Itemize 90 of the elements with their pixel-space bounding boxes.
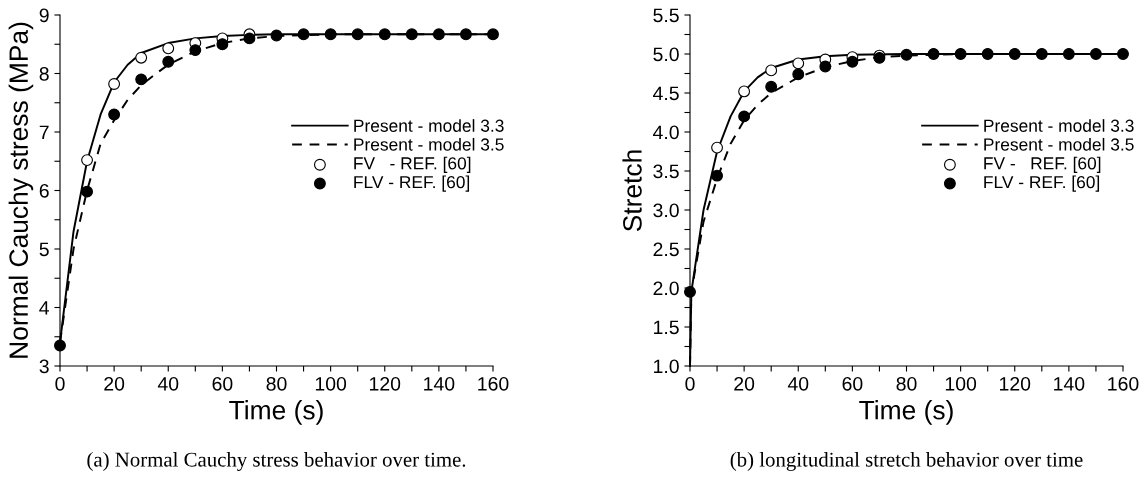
y-tick-label: 4.0	[653, 125, 679, 140]
x-tick-label: 40	[787, 376, 809, 391]
point	[711, 169, 723, 182]
point	[1062, 48, 1075, 60]
point	[954, 48, 967, 60]
text: (b) longitudinal stretch behavior over time	[730, 451, 1083, 471]
y-tick-label: 8	[39, 66, 49, 81]
point	[351, 28, 364, 41]
y-tick-label: 5.0	[653, 47, 679, 62]
point	[711, 141, 723, 154]
point	[487, 28, 499, 41]
point	[81, 185, 93, 198]
x-axis-title: Time (s)	[229, 400, 323, 425]
point	[162, 42, 175, 55]
point	[765, 64, 778, 77]
point	[927, 48, 940, 60]
legend-label: Present - model 3.5	[354, 137, 504, 151]
legend-label: Present - model 3.3	[354, 119, 504, 132]
y-tick-label: 1.0	[654, 359, 679, 374]
y-tick-label: 5	[39, 242, 49, 257]
point	[135, 51, 148, 64]
point	[324, 28, 337, 41]
y-axis-title: Normal Cauchy stress (MPa)	[8, 22, 34, 358]
point	[297, 28, 310, 41]
point	[738, 85, 751, 98]
y-axis-title: Stretch	[622, 150, 642, 232]
x-tick-label: 20	[734, 376, 755, 391]
x-tick-label: 20	[104, 376, 125, 391]
legend-label: Present - model 3.5	[984, 137, 1134, 151]
y-tick-label: 1.5	[654, 320, 679, 335]
x-tick-label: 140	[424, 376, 455, 391]
point	[81, 154, 93, 167]
y-tick-label: 6	[39, 183, 49, 198]
point	[162, 55, 175, 68]
x-tick-label: 160	[1108, 376, 1139, 391]
y-tick-label: 3.5	[653, 164, 679, 179]
point	[108, 108, 121, 121]
y-tick-label: 2.5	[653, 242, 679, 257]
point	[765, 80, 778, 93]
legend-label: Present - model 3.3	[984, 119, 1134, 132]
point	[1008, 48, 1021, 60]
y-tick-label: 7	[39, 125, 49, 140]
x-tick-label: 40	[157, 376, 179, 391]
point	[738, 110, 751, 123]
y-tick-label: 4.5	[653, 86, 679, 101]
legend-label: FLV - REF. [60]	[984, 175, 1100, 192]
point	[378, 28, 391, 41]
x-tick-label: 140	[1054, 376, 1085, 391]
x-tick-label: 100	[945, 376, 977, 391]
x-tick-label: 0	[685, 376, 695, 391]
x-tick-label: 60	[842, 376, 863, 391]
legend-label: FLV - REF. [60]	[354, 175, 470, 192]
x-tick-label: 120	[1000, 376, 1031, 391]
point	[216, 38, 229, 51]
point	[432, 28, 445, 41]
legend-label: FV - REF. [60]	[984, 156, 1101, 173]
point	[189, 44, 202, 57]
point	[900, 48, 913, 61]
y-tick-label: 5.5	[653, 8, 679, 23]
x-tick-label: 60	[212, 376, 233, 391]
legend-label: FV - REF. [60]	[354, 156, 471, 173]
point	[1117, 48, 1129, 60]
y-tick-label: 3	[39, 359, 49, 374]
y-tick-label: 9	[39, 8, 49, 23]
x-axis-title: Time (s)	[859, 400, 953, 425]
x-tick-label: 160	[478, 376, 509, 391]
point	[846, 55, 859, 68]
x-tick-label: 120	[370, 376, 401, 391]
point	[405, 28, 418, 41]
point	[792, 68, 805, 81]
point	[54, 339, 66, 352]
point	[792, 57, 805, 70]
point	[243, 32, 256, 45]
point	[981, 48, 994, 60]
x-tick-label: 80	[266, 376, 287, 391]
point	[135, 73, 148, 86]
point	[270, 29, 283, 42]
point	[108, 78, 121, 90]
x-tick-label: 100	[315, 376, 347, 391]
point	[1090, 48, 1102, 60]
y-tick-label: 2.0	[653, 281, 679, 296]
x-tick-label: 80	[896, 376, 917, 391]
text: (a) Normal Cauchy stress behavior over time.	[87, 451, 466, 471]
point	[819, 60, 832, 73]
y-tick-label: 4	[39, 301, 50, 315]
point	[684, 285, 696, 298]
point	[460, 28, 472, 41]
x-tick-label: 0	[55, 376, 65, 391]
point	[1035, 48, 1048, 60]
y-tick-label: 3.0	[653, 203, 679, 218]
